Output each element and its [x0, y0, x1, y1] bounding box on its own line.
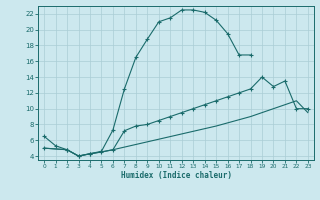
X-axis label: Humidex (Indice chaleur): Humidex (Indice chaleur) [121, 171, 231, 180]
